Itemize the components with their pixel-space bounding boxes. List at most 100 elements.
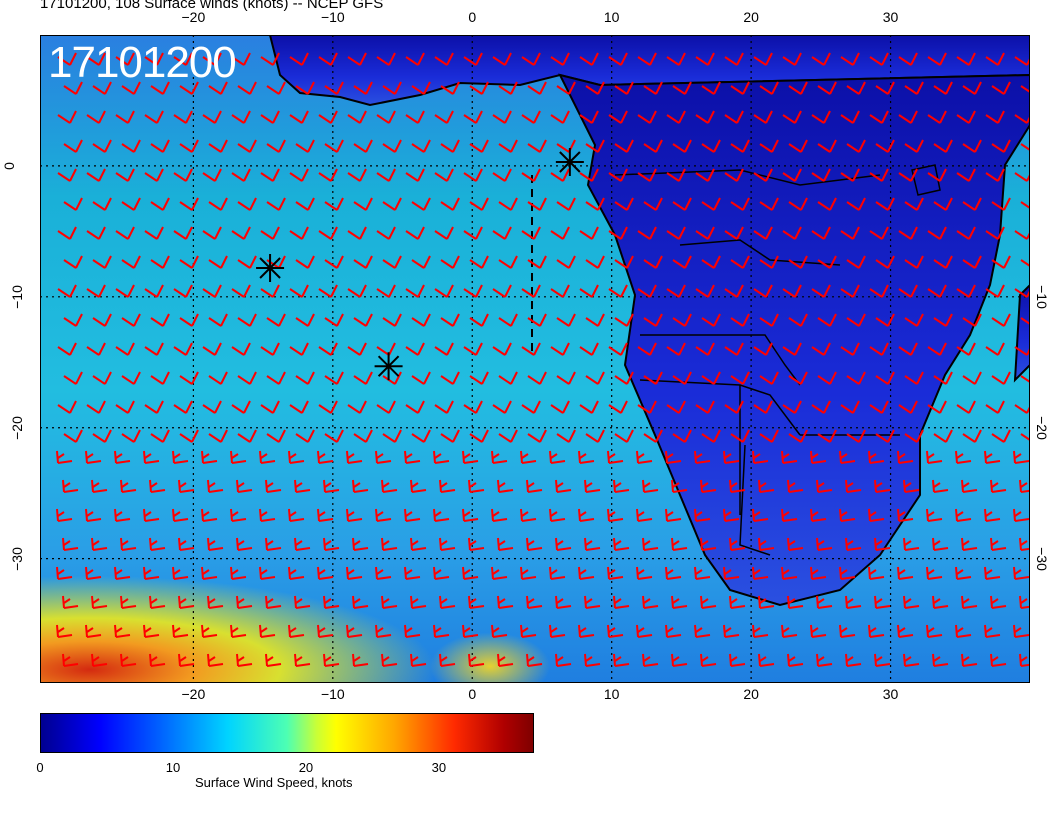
wind-barb (817, 429, 837, 443)
wind-barb (585, 81, 605, 95)
wind-barb (788, 81, 808, 95)
wind-barb (317, 566, 334, 580)
wind-barb (411, 139, 431, 153)
wind-barb (462, 624, 479, 638)
colorbar-tick: 0 (36, 760, 44, 775)
wind-barb (840, 110, 860, 124)
colorbar-tick: 20 (298, 760, 314, 775)
wind-barb (469, 139, 489, 153)
wind-barb (115, 168, 135, 182)
wind-barb (149, 595, 166, 609)
wind-barb (353, 197, 373, 211)
wind-barb (817, 139, 837, 153)
wind-barb (288, 450, 305, 464)
wind-barb (172, 508, 189, 522)
wind-barb (874, 653, 891, 667)
wind-barb (202, 284, 222, 298)
wind-barb (527, 429, 547, 443)
wind-barb (289, 168, 309, 182)
wind-barb (839, 450, 856, 464)
wind-barb (237, 371, 257, 385)
wind-barb (782, 110, 802, 124)
wind-barb (440, 429, 460, 443)
wind-barb (347, 226, 367, 240)
wind-barb (63, 313, 83, 327)
wind-barb (115, 284, 135, 298)
wind-barb (846, 255, 866, 269)
wind-barb (672, 197, 692, 211)
wind-barb (521, 226, 541, 240)
wind-barb (63, 371, 83, 385)
wind-barb (521, 168, 541, 182)
wind-barb (63, 197, 83, 211)
wind-barb (1014, 56, 1030, 66)
wind-barb (643, 139, 663, 153)
wind-barb (433, 450, 450, 464)
wind-barb (324, 313, 344, 327)
wind-barb (985, 226, 1005, 240)
wind-barb (295, 313, 315, 327)
wind-barb (781, 624, 798, 638)
wind-barb (520, 508, 537, 522)
wind-barb (266, 197, 286, 211)
wind-barb (498, 255, 518, 269)
wind-barb (933, 429, 953, 443)
wind-barb (433, 566, 450, 580)
tick-label: 30 (882, 686, 899, 702)
wind-barb (230, 624, 247, 638)
wind-barb (317, 508, 334, 522)
wind-barb (318, 168, 338, 182)
wind-barb (637, 110, 657, 124)
wind-barb (85, 450, 102, 464)
wind-barb (492, 284, 512, 298)
wind-barb (265, 595, 282, 609)
central-jet-field (340, 515, 640, 683)
wind-barb (375, 566, 392, 580)
wind-barb (382, 81, 402, 95)
wind-barb (404, 450, 421, 464)
wind-barb (376, 52, 396, 66)
wind-barb (695, 342, 715, 356)
wind-barb (434, 400, 454, 414)
wind-barb (665, 508, 682, 522)
wind-barb (723, 624, 740, 638)
wind-barb (724, 52, 744, 66)
wind-barb (984, 508, 1001, 522)
wind-barb (845, 537, 862, 551)
wind-barb (143, 508, 160, 522)
wind-barb (318, 52, 338, 66)
wind-barb (846, 429, 866, 443)
wind-barb (729, 595, 746, 609)
wind-barb (672, 313, 692, 327)
wind-barb (642, 537, 659, 551)
wind-barb (608, 342, 628, 356)
wind-barb (520, 624, 537, 638)
wind-barb (817, 197, 837, 211)
wind-barb (1020, 433, 1030, 442)
wind-barb (463, 342, 483, 356)
wind-barb (724, 400, 744, 414)
wind-barb (636, 508, 653, 522)
wind-barb (550, 110, 570, 124)
wind-barb (120, 479, 137, 493)
wind-barb (381, 479, 398, 493)
wind-barb (173, 284, 193, 298)
wind-barb (265, 653, 282, 667)
wind-barb (289, 342, 309, 356)
wind-barb (207, 537, 224, 551)
wind-barb (903, 479, 920, 493)
wind-barb (990, 653, 1007, 667)
colorbar-tick: 10 (165, 760, 181, 775)
wind-barb (115, 400, 135, 414)
wind-barb (753, 284, 773, 298)
wind-barb (411, 197, 431, 211)
wind-barb (904, 197, 924, 211)
wind-barb (492, 168, 512, 182)
wind-barb (608, 284, 628, 298)
wind-barb (846, 81, 866, 95)
wind-barb (730, 429, 750, 443)
wind-barb (869, 342, 889, 356)
wind-barb (961, 595, 978, 609)
colorbar (40, 713, 534, 753)
lake-victoria (911, 164, 941, 196)
